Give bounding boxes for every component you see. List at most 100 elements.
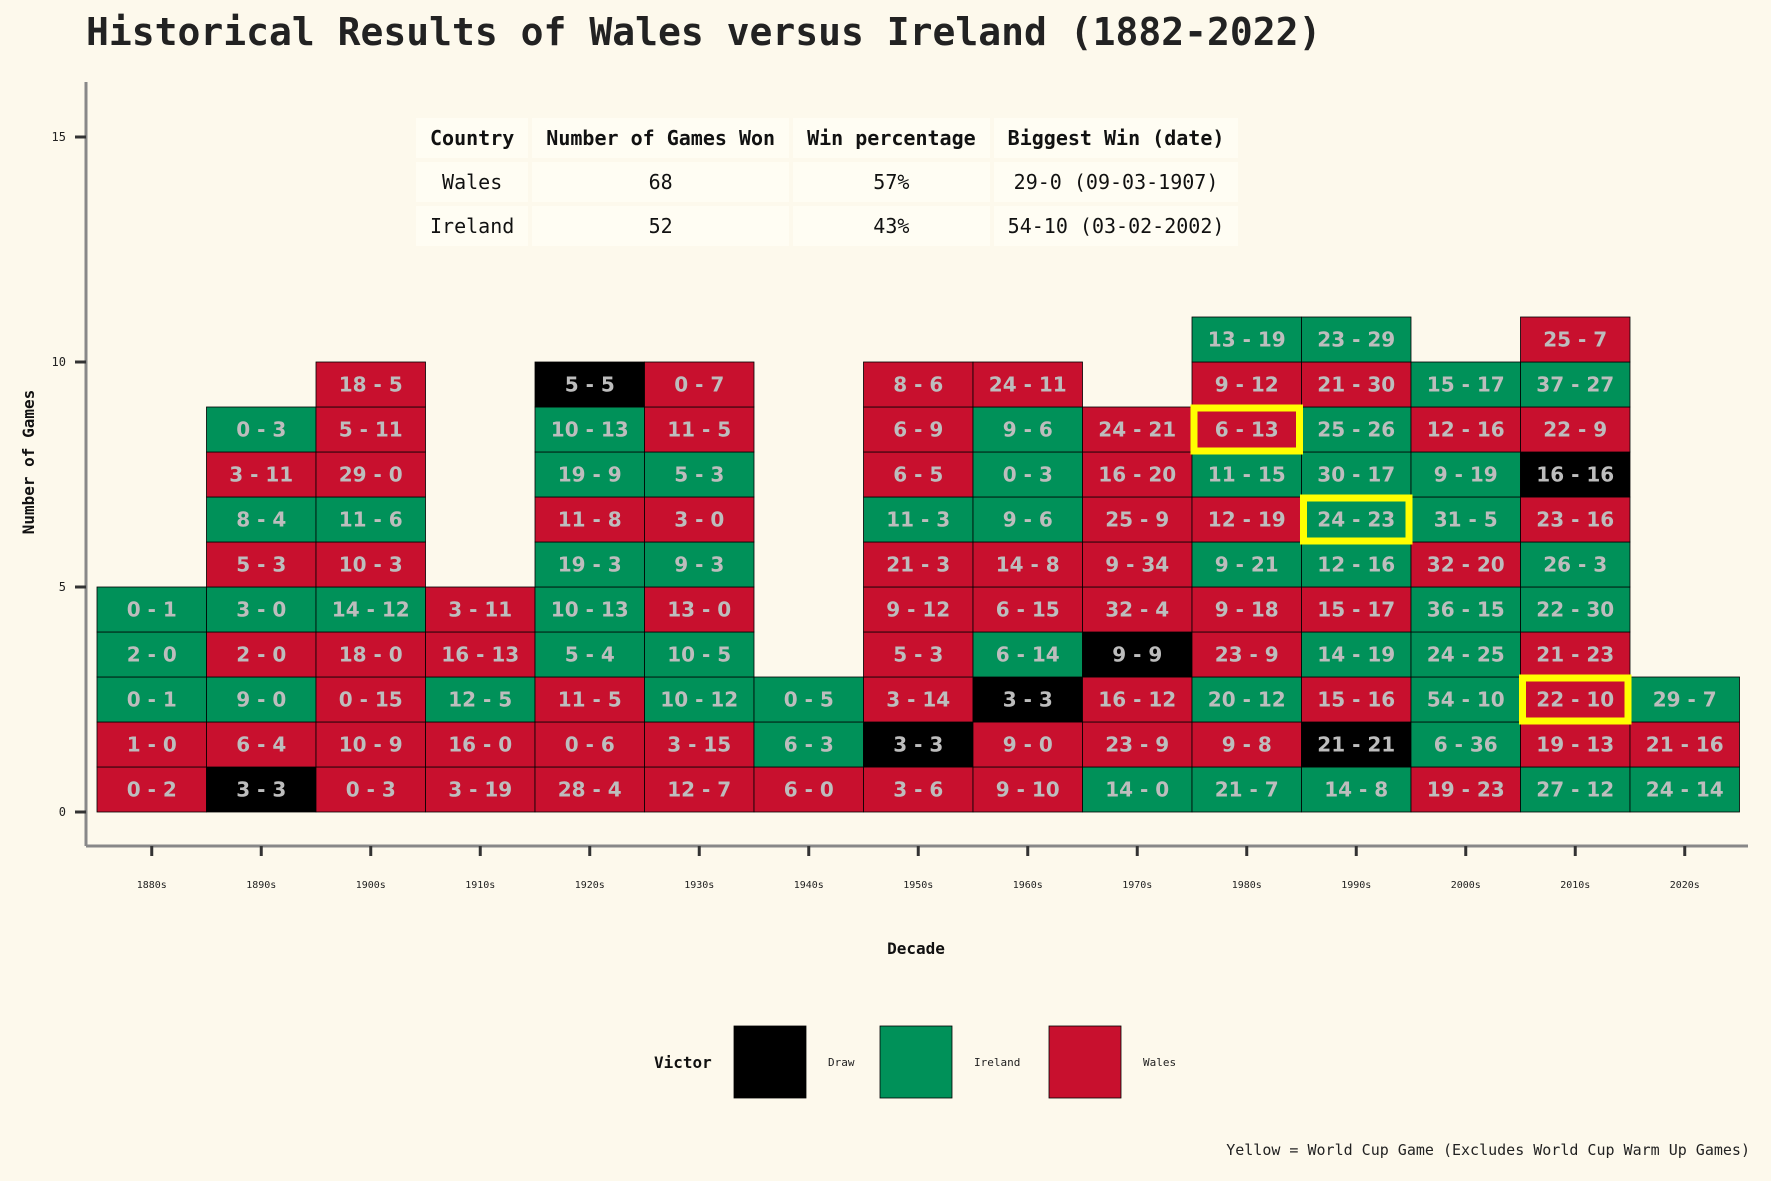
bar-cell: 0 - 2 bbox=[96, 766, 207, 813]
bar-cell: 3 - 3 bbox=[972, 676, 1083, 723]
bar-cell: 9 - 0 bbox=[972, 721, 1083, 768]
bar-cell-rect bbox=[315, 676, 426, 723]
bar-cell-label: 9 - 19 bbox=[1434, 463, 1498, 487]
bar-cell-label: 26 - 3 bbox=[1543, 553, 1607, 577]
x-tick-label: 1880s bbox=[137, 880, 167, 891]
bar-cell: 0 - 6 bbox=[534, 721, 645, 768]
bar-cell-rect bbox=[534, 451, 645, 498]
bar-cell: 5 - 3 bbox=[644, 451, 755, 498]
bar-cell-label: 9 - 6 bbox=[1003, 418, 1053, 442]
bar-cell-rect bbox=[206, 586, 317, 633]
bar-cell: 19 - 23 bbox=[1410, 766, 1521, 813]
bar-cell: 23 - 29 bbox=[1301, 316, 1412, 363]
bar-cell: 29 - 0 bbox=[315, 451, 426, 498]
bar-cell-rect bbox=[644, 451, 755, 498]
bar-cell: 18 - 0 bbox=[315, 631, 426, 678]
x-tick-label: 2000s bbox=[1451, 880, 1481, 891]
legend-label: Wales bbox=[1143, 1056, 1176, 1069]
bar-cell-rect bbox=[206, 406, 317, 453]
bar-cell-label: 31 - 5 bbox=[1434, 508, 1498, 532]
bar-cell: 11 - 8 bbox=[534, 496, 645, 543]
bar-cell-label: 28 - 4 bbox=[558, 778, 622, 802]
bar-cell: 14 - 8 bbox=[972, 541, 1083, 588]
bar-cell-label: 21 - 23 bbox=[1536, 643, 1614, 667]
bar-cell-label: 21 - 30 bbox=[1317, 373, 1395, 397]
bar-cell: 3 - 3 bbox=[206, 766, 317, 813]
bar-cell-rect bbox=[315, 721, 426, 768]
legend-label: Draw bbox=[828, 1056, 855, 1069]
bar-cell-label: 23 - 9 bbox=[1215, 643, 1279, 667]
bar-cell: 10 - 5 bbox=[644, 631, 755, 678]
bar-cell: 29 - 7 bbox=[1629, 676, 1740, 723]
bar-cell: 27 - 12 bbox=[1520, 766, 1631, 813]
bar-cell-label: 20 - 12 bbox=[1208, 688, 1286, 712]
bar-cell-label: 14 - 19 bbox=[1317, 643, 1395, 667]
bar-cell: 19 - 13 bbox=[1520, 721, 1631, 768]
bar-cell-rect bbox=[1082, 406, 1193, 453]
games-won-cell: 68 bbox=[532, 162, 790, 202]
bar-cell-label: 25 - 7 bbox=[1543, 328, 1607, 352]
bar-cell-rect bbox=[315, 496, 426, 543]
bar-cell-label: 10 - 13 bbox=[551, 418, 629, 442]
bar-cell-label: 19 - 3 bbox=[558, 553, 622, 577]
bar-cell: 13 - 0 bbox=[644, 586, 755, 633]
bar-cell-rect bbox=[972, 496, 1083, 543]
bar-cell-label: 24 - 14 bbox=[1646, 778, 1724, 802]
bar-cell-rect bbox=[863, 541, 974, 588]
bar-cell: 6 - 0 bbox=[753, 766, 864, 813]
bar-cell-rect bbox=[1629, 766, 1740, 813]
legend: Victor Draw Ireland Wales bbox=[654, 1025, 1176, 1099]
bar-cell-label: 8 - 6 bbox=[893, 373, 943, 397]
bar-cell-label: 6 - 13 bbox=[1215, 418, 1279, 442]
bar-cell-rect bbox=[644, 496, 755, 543]
bar-cell-rect bbox=[206, 541, 317, 588]
bar-cell-label: 5 - 5 bbox=[565, 373, 615, 397]
bar-cell-rect bbox=[1410, 541, 1521, 588]
bar-cell: 24 - 11 bbox=[972, 361, 1083, 408]
bar-cell-rect bbox=[1410, 361, 1521, 408]
bar-cell-rect bbox=[644, 541, 755, 588]
bar-cell-rect bbox=[315, 406, 426, 453]
bar-cell-label: 12 - 5 bbox=[448, 688, 512, 712]
bar-cell: 0 - 3 bbox=[972, 451, 1083, 498]
bar-cell-rect bbox=[425, 766, 536, 813]
biggest-win-cell: 54-10 (03-02-2002) bbox=[993, 206, 1239, 246]
bar-cell: 6 - 4 bbox=[206, 721, 317, 768]
bar-cell-label: 37 - 27 bbox=[1536, 373, 1614, 397]
bar-cell-label: 29 - 0 bbox=[339, 463, 403, 487]
bar-cell-label: 3 - 15 bbox=[667, 733, 731, 757]
bar-cell-label: 23 - 9 bbox=[1105, 733, 1169, 757]
bar-cell-label: 12 - 16 bbox=[1317, 553, 1395, 577]
bar-cell-label: 54 - 10 bbox=[1427, 688, 1505, 712]
bar-cell-label: 2 - 0 bbox=[236, 643, 286, 667]
bar-cell: 2 - 0 bbox=[96, 631, 207, 678]
world-cup-highlight bbox=[1519, 674, 1632, 725]
bar-cell: 9 - 34 bbox=[1082, 541, 1193, 588]
bar-cell: 15 - 17 bbox=[1410, 361, 1521, 408]
bar-cell-label: 14 - 12 bbox=[332, 598, 410, 622]
bar-cell: 23 - 16 bbox=[1520, 496, 1631, 543]
bar-cell: 10 - 13 bbox=[534, 586, 645, 633]
bar-cell: 31 - 5 bbox=[1410, 496, 1521, 543]
x-tick-label: 1980s bbox=[1232, 880, 1262, 891]
bar-cell-label: 11 - 8 bbox=[558, 508, 622, 532]
bar-cell-rect bbox=[1301, 676, 1412, 723]
bar-cell: 15 - 17 bbox=[1301, 586, 1412, 633]
y-axis-title: Number of Games bbox=[19, 390, 38, 535]
bar-cell-label: 27 - 12 bbox=[1536, 778, 1614, 802]
bar-cell: 6 - 13 bbox=[1191, 406, 1302, 453]
bar-cell: 10 - 13 bbox=[534, 406, 645, 453]
bar-cell: 11 - 15 bbox=[1191, 451, 1302, 498]
x-tick-label: 1930s bbox=[684, 880, 714, 891]
bar-cell-rect bbox=[1301, 541, 1412, 588]
x-tick-label: 1950s bbox=[903, 880, 933, 891]
bar-cell-rect bbox=[1520, 361, 1631, 408]
x-axis-ticks: 1880s 1890s 1900s 1910s 1920s 1930s 1940s 1950s… bbox=[137, 846, 1700, 891]
bar-cell-label: 6 - 14 bbox=[996, 643, 1060, 667]
bar-cell-label: 0 - 2 bbox=[127, 778, 177, 802]
bar-cells: 0 - 2 1 - 0 0 - 1 2 - 0 0 - 1 3 - 3 6 - 4 9 - 0… bbox=[96, 316, 1740, 813]
bar-cell: 3 - 11 bbox=[206, 451, 317, 498]
legend-swatch bbox=[733, 1025, 807, 1099]
bar-cell: 21 - 30 bbox=[1301, 361, 1412, 408]
